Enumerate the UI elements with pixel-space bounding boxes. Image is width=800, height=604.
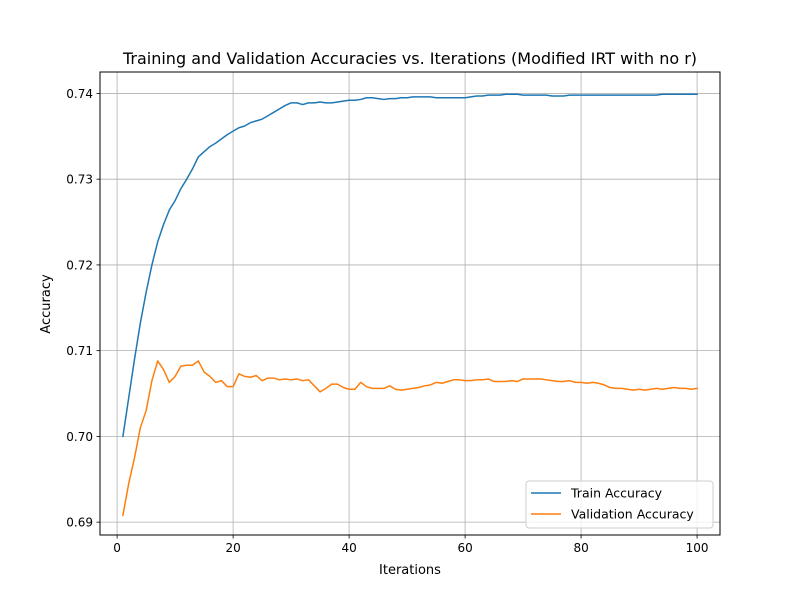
y-tick-label: 0.70 [66,430,93,444]
y-tick-label: 0.71 [66,344,93,358]
y-tick-label: 0.69 [66,516,93,530]
series-line-train [122,93,698,438]
series-lines [122,93,698,517]
x-tick-label: 40 [341,541,356,555]
x-tick-label: 60 [457,541,472,555]
series-line-validation [122,360,698,517]
legend-box [525,480,714,529]
y-tick-label: 0.72 [66,258,93,272]
x-tick-label: 80 [573,541,588,555]
x-tick-label: 0 [113,541,121,555]
x-axis-label: Iterations [379,563,441,578]
y-axis-label: Accuracy [39,274,54,334]
legend: Train Accuracy Validation Accuracy [525,480,714,529]
legend-label-validation: Validation Accuracy [571,507,694,522]
y-tick-label: 0.74 [66,87,93,101]
y-tick-label: 0.73 [66,173,93,187]
grid [100,72,720,535]
x-tick-label: 100 [686,541,709,555]
axis-ticks: 0 20 40 60 80 100 0.69 0.70 0.71 0.72 0.73 0.74 [66,87,708,555]
chart-title: Training and Validation Accuracies vs. I… [122,49,697,68]
legend-label-train: Train Accuracy [570,486,663,501]
plot-frame [99,71,721,536]
x-tick-label: 20 [225,541,240,555]
